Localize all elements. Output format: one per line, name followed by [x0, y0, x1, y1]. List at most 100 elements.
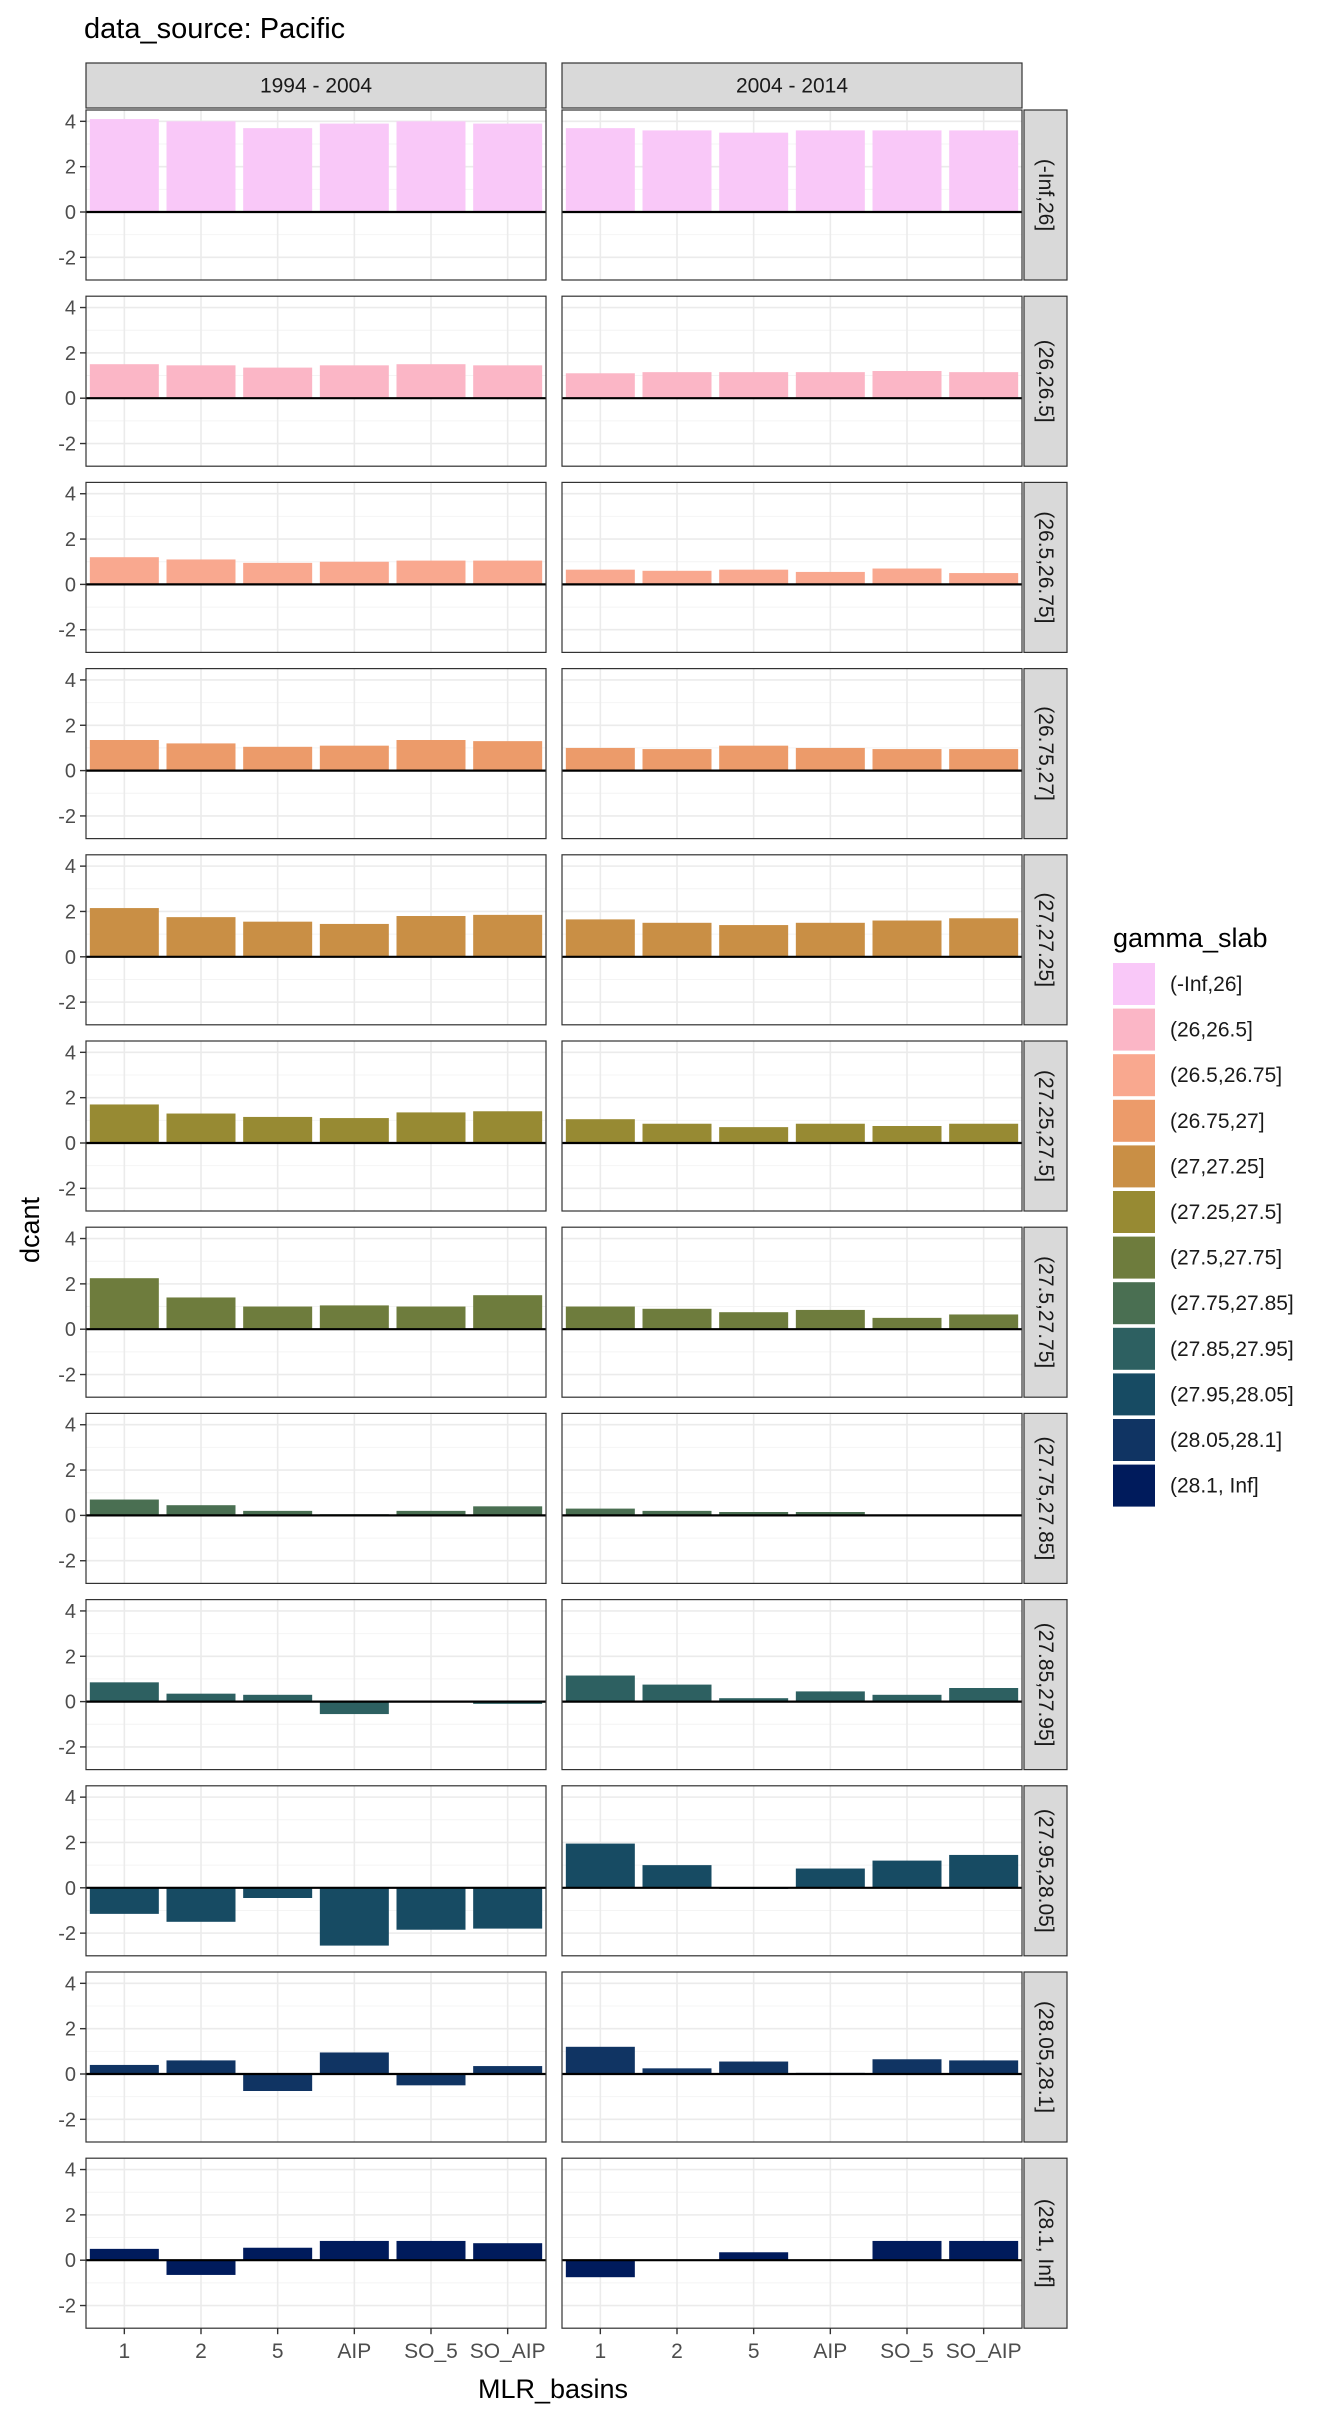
row-strip-box	[1023, 1785, 1068, 1957]
bar	[949, 749, 1019, 771]
bar	[872, 1860, 942, 1888]
bar	[719, 2252, 789, 2261]
panel-border	[85, 1412, 547, 1585]
bar	[319, 1701, 389, 1715]
bar	[872, 568, 942, 585]
bar	[719, 569, 789, 585]
row-strip-box	[1023, 1598, 1068, 1771]
bar	[872, 1317, 942, 1330]
bar	[319, 2052, 389, 2074]
bar	[396, 2074, 466, 2086]
facet-panel	[561, 2157, 1023, 2329]
chart-title: data_source: Pacific	[84, 13, 345, 45]
y-tick-label: -2	[58, 2109, 76, 2131]
bar	[396, 1306, 466, 1330]
bar	[473, 914, 543, 957]
x-tick-label: AIP	[337, 2340, 371, 2363]
bar	[642, 2068, 712, 2074]
x-tick-label: 1	[594, 2340, 606, 2363]
facet-panel	[561, 1040, 1023, 1212]
bar	[795, 1123, 865, 1143]
bar	[949, 573, 1019, 585]
y-tick-label: -2	[58, 247, 76, 269]
bar	[565, 1675, 635, 1702]
y-tick-label: 4	[65, 670, 76, 692]
y-tick-label: 4	[65, 1973, 76, 1995]
bar	[949, 918, 1019, 957]
y-tick-label: 0	[65, 761, 76, 783]
bar	[795, 1868, 865, 1888]
bar	[319, 1887, 389, 1946]
panel-border	[561, 1971, 1023, 2143]
row-strip-label: (26.75,27]	[1034, 706, 1057, 801]
x-tick-label: SO_AIP	[470, 2340, 546, 2363]
legend-label: (27.95,28.05]	[1170, 1383, 1294, 1406]
panel-background	[562, 482, 1022, 653]
bar	[872, 371, 942, 399]
bar	[473, 1887, 543, 1929]
bar	[319, 123, 389, 212]
panel-border	[85, 1971, 547, 2143]
panel-border	[85, 109, 547, 281]
bar	[795, 1691, 865, 1702]
y-tick-label: 2	[65, 1274, 76, 1296]
bar	[949, 1688, 1019, 1702]
facet-panel	[85, 1412, 547, 1585]
row-strip-label: (27.25,27.5]	[1034, 1070, 1057, 1182]
y-tick-label: 2	[65, 2205, 76, 2227]
panel-border	[561, 1785, 1023, 1957]
bar	[642, 749, 712, 771]
bar	[89, 119, 159, 212]
y-tick-label: 4	[65, 1042, 76, 1064]
bar	[319, 365, 389, 399]
bar	[642, 1865, 712, 1888]
facet-panel	[561, 667, 1023, 840]
bar	[396, 1887, 466, 1930]
x-tick-label: SO_5	[404, 2340, 458, 2363]
bar	[166, 1113, 236, 1143]
panel-background	[562, 1227, 1022, 1398]
y-tick-label: 2	[65, 901, 76, 923]
row-strip-label: (27,27.25]	[1034, 893, 1057, 988]
panel-background	[86, 668, 546, 839]
bar	[396, 740, 466, 771]
bar	[949, 1314, 1019, 1330]
facet-panel	[561, 109, 1023, 281]
y-tick-label: 0	[65, 202, 76, 224]
column-strip-label: 2004 - 2014	[736, 75, 848, 98]
bar	[565, 2046, 635, 2074]
panel-border	[561, 1226, 1023, 1398]
panel-border	[85, 1598, 547, 1771]
legend-key	[1113, 963, 1155, 1005]
bar	[89, 1682, 159, 1702]
bar	[719, 372, 789, 399]
bar	[795, 571, 865, 585]
legend-key	[1113, 1236, 1155, 1279]
facet-panel	[85, 854, 547, 1026]
legend: gamma_slab (-Inf,26] (26,26.5] (26.5,26.75…	[1113, 923, 1294, 1507]
bar	[89, 908, 159, 957]
x-tick-label: 5	[272, 2340, 284, 2363]
bar	[949, 1123, 1019, 1143]
bar	[473, 1111, 543, 1143]
bar	[565, 373, 635, 399]
bar	[396, 364, 466, 399]
panel-border	[85, 667, 547, 840]
bar	[243, 1887, 313, 1898]
y-tick-label: 2	[65, 1088, 76, 1110]
bar	[319, 2240, 389, 2261]
bar	[642, 1308, 712, 1330]
panel-background	[86, 1785, 546, 1956]
legend-label: (28.1, Inf]	[1170, 1475, 1259, 1498]
bar	[872, 2240, 942, 2261]
bar	[795, 747, 865, 771]
legend-key	[1113, 1282, 1155, 1325]
x-tick-label: 5	[748, 2340, 760, 2363]
panel-background	[86, 1972, 546, 2142]
row-strip-box	[1023, 1040, 1068, 1212]
bar	[396, 916, 466, 957]
y-tick-label: 0	[65, 1319, 76, 1341]
bar	[642, 922, 712, 957]
bar	[565, 1306, 635, 1330]
panel-background	[562, 854, 1022, 1025]
